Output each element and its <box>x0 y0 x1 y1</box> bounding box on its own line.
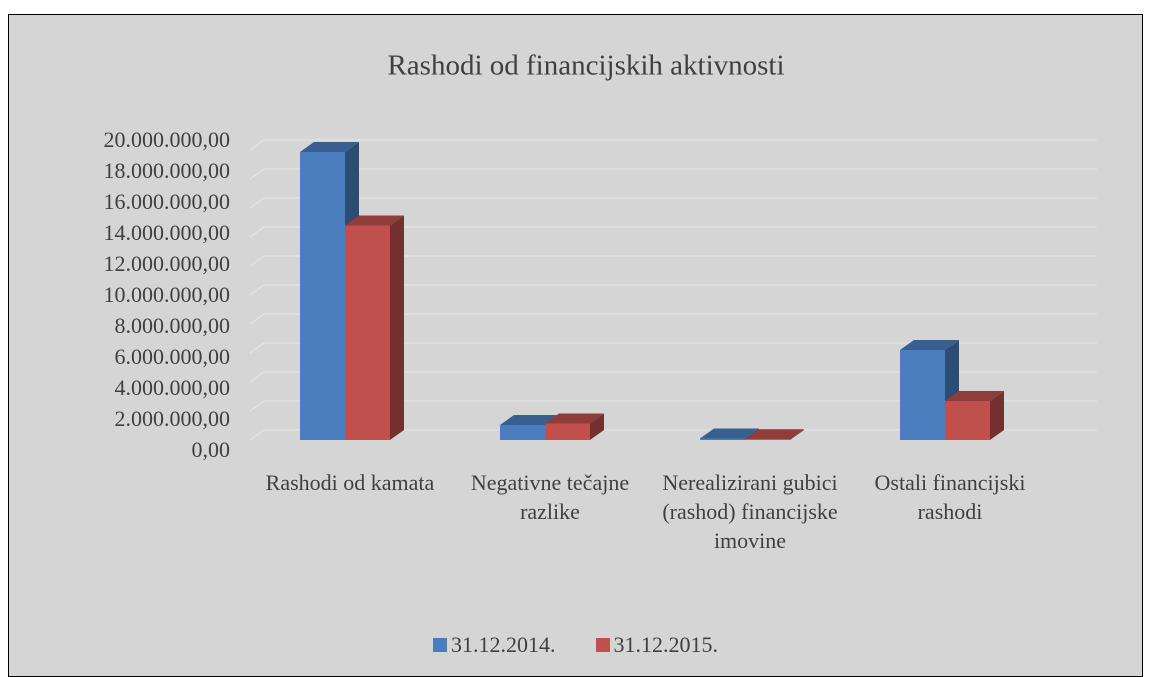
bar-top <box>545 413 604 424</box>
legend-item: 31.12.2015. <box>595 632 719 658</box>
y-tick-label: 14.000.000,00 <box>104 220 231 245</box>
bar-top <box>345 215 404 226</box>
grid-line <box>249 342 1097 354</box>
bar <box>345 215 404 440</box>
bar-front <box>945 401 990 440</box>
legend-label: 31.12.2015. <box>613 632 719 657</box>
y-tick-label: 16.000.000,00 <box>104 189 231 214</box>
legend-swatch <box>595 638 610 652</box>
bar-side <box>990 391 1004 440</box>
x-tick-label: Ostali financijski rashodi <box>874 470 1026 524</box>
y-tick-label: 4.000.000,00 <box>115 375 231 400</box>
y-tick-label: 10.000.000,00 <box>104 282 231 307</box>
bar-side <box>590 413 604 440</box>
x-tick-label: Negativne tečajne razlike <box>470 470 630 524</box>
bar-front <box>745 439 790 440</box>
bar-front <box>300 152 345 440</box>
legend-item: 31.12.2014. <box>433 632 556 658</box>
y-tick-label: 2.000.000,00 <box>115 406 231 431</box>
bar-side <box>790 429 804 440</box>
y-tick-label: 0,00 <box>192 437 231 462</box>
bar-front <box>900 350 945 440</box>
bar <box>745 429 804 440</box>
grid-line <box>249 284 1097 296</box>
bar-top <box>945 391 1004 401</box>
legend-swatch <box>433 638 447 652</box>
y-tick-label: 6.000.000,00 <box>115 344 231 369</box>
grid-line <box>249 313 1097 325</box>
grid-line <box>249 429 1097 441</box>
grid-line <box>249 400 1097 412</box>
bar-front <box>500 425 545 440</box>
grid-line <box>249 371 1097 383</box>
bar-front <box>700 438 745 440</box>
grid-line <box>249 139 1097 151</box>
y-tick-label: 18.000.000,00 <box>104 158 231 183</box>
grid-line <box>249 255 1097 267</box>
bar-top <box>700 428 759 439</box>
bar-top <box>300 142 359 152</box>
bar <box>945 391 1004 440</box>
grid-line <box>249 168 1097 180</box>
x-tick-label: Rashodi od kamata <box>265 470 435 495</box>
y-tick-label: 20.000.000,00 <box>104 127 231 152</box>
grid-line <box>249 226 1097 238</box>
chart-title: Rashodi od financijskih aktivnosti <box>387 50 784 82</box>
grid-line <box>249 197 1097 209</box>
legend: 31.12.2014. 31.12.2015. <box>8 632 1143 658</box>
x-tick-label: Nerealizirani gubici (rashod) financijsk… <box>662 470 838 553</box>
y-tick-label: 12.000.000,00 <box>104 251 231 276</box>
bar-top <box>745 429 804 440</box>
bar-top <box>500 415 559 425</box>
bar-side <box>390 215 404 440</box>
legend-label: 31.12.2014. <box>451 632 556 657</box>
y-tick-label: 8.000.000,00 <box>115 313 231 338</box>
bar-front <box>545 423 590 440</box>
bar-top <box>900 340 959 350</box>
bar <box>545 413 604 440</box>
bar-front <box>345 225 390 440</box>
